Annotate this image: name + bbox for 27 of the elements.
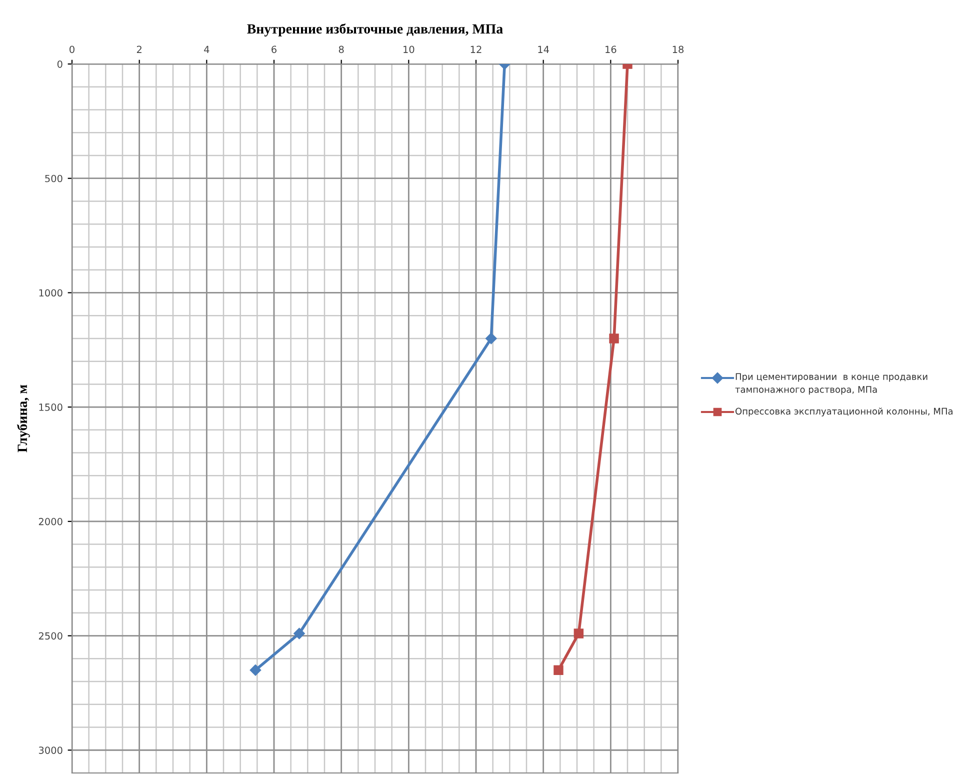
y-tick-label: 1000 [39,289,62,297]
x-tick-label: 14 [538,46,549,53]
y-tick-label: 500 [45,174,62,182]
point [294,628,305,640]
y-tick-label: 2000 [38,518,62,526]
x-tick-label: 6 [272,46,276,54]
chart-title: Внутренние избыточные давления, МПа [247,24,503,36]
x-tick-label: 18 [672,46,684,54]
y-tick-label: 0 [57,60,62,68]
point [574,628,584,638]
legend-label: Опрессовка эксплуатационной колонны, МПа [736,408,952,416]
legend-label: При цементировании в конце продавки тампонажного раствора, МПа [735,373,928,395]
y-tick-label: 1500 [39,404,62,411]
point [554,665,564,675]
x-tick-label: 8 [338,46,344,54]
point [250,664,262,676]
point [609,334,619,344]
y-axis-title: Глубина, м [16,384,30,452]
x-tick-label: 4 [204,46,210,53]
x-tick-label: 2 [136,46,142,53]
point [486,332,497,344]
x-tick-label: 12 [470,46,482,53]
x-tick-label: 0 [70,46,74,54]
x-tick-label: 16 [606,46,616,54]
y-tick-label: 2500 [38,632,62,640]
x-tick-label: 10 [404,46,414,54]
y-tick-label: 3000 [38,746,62,754]
